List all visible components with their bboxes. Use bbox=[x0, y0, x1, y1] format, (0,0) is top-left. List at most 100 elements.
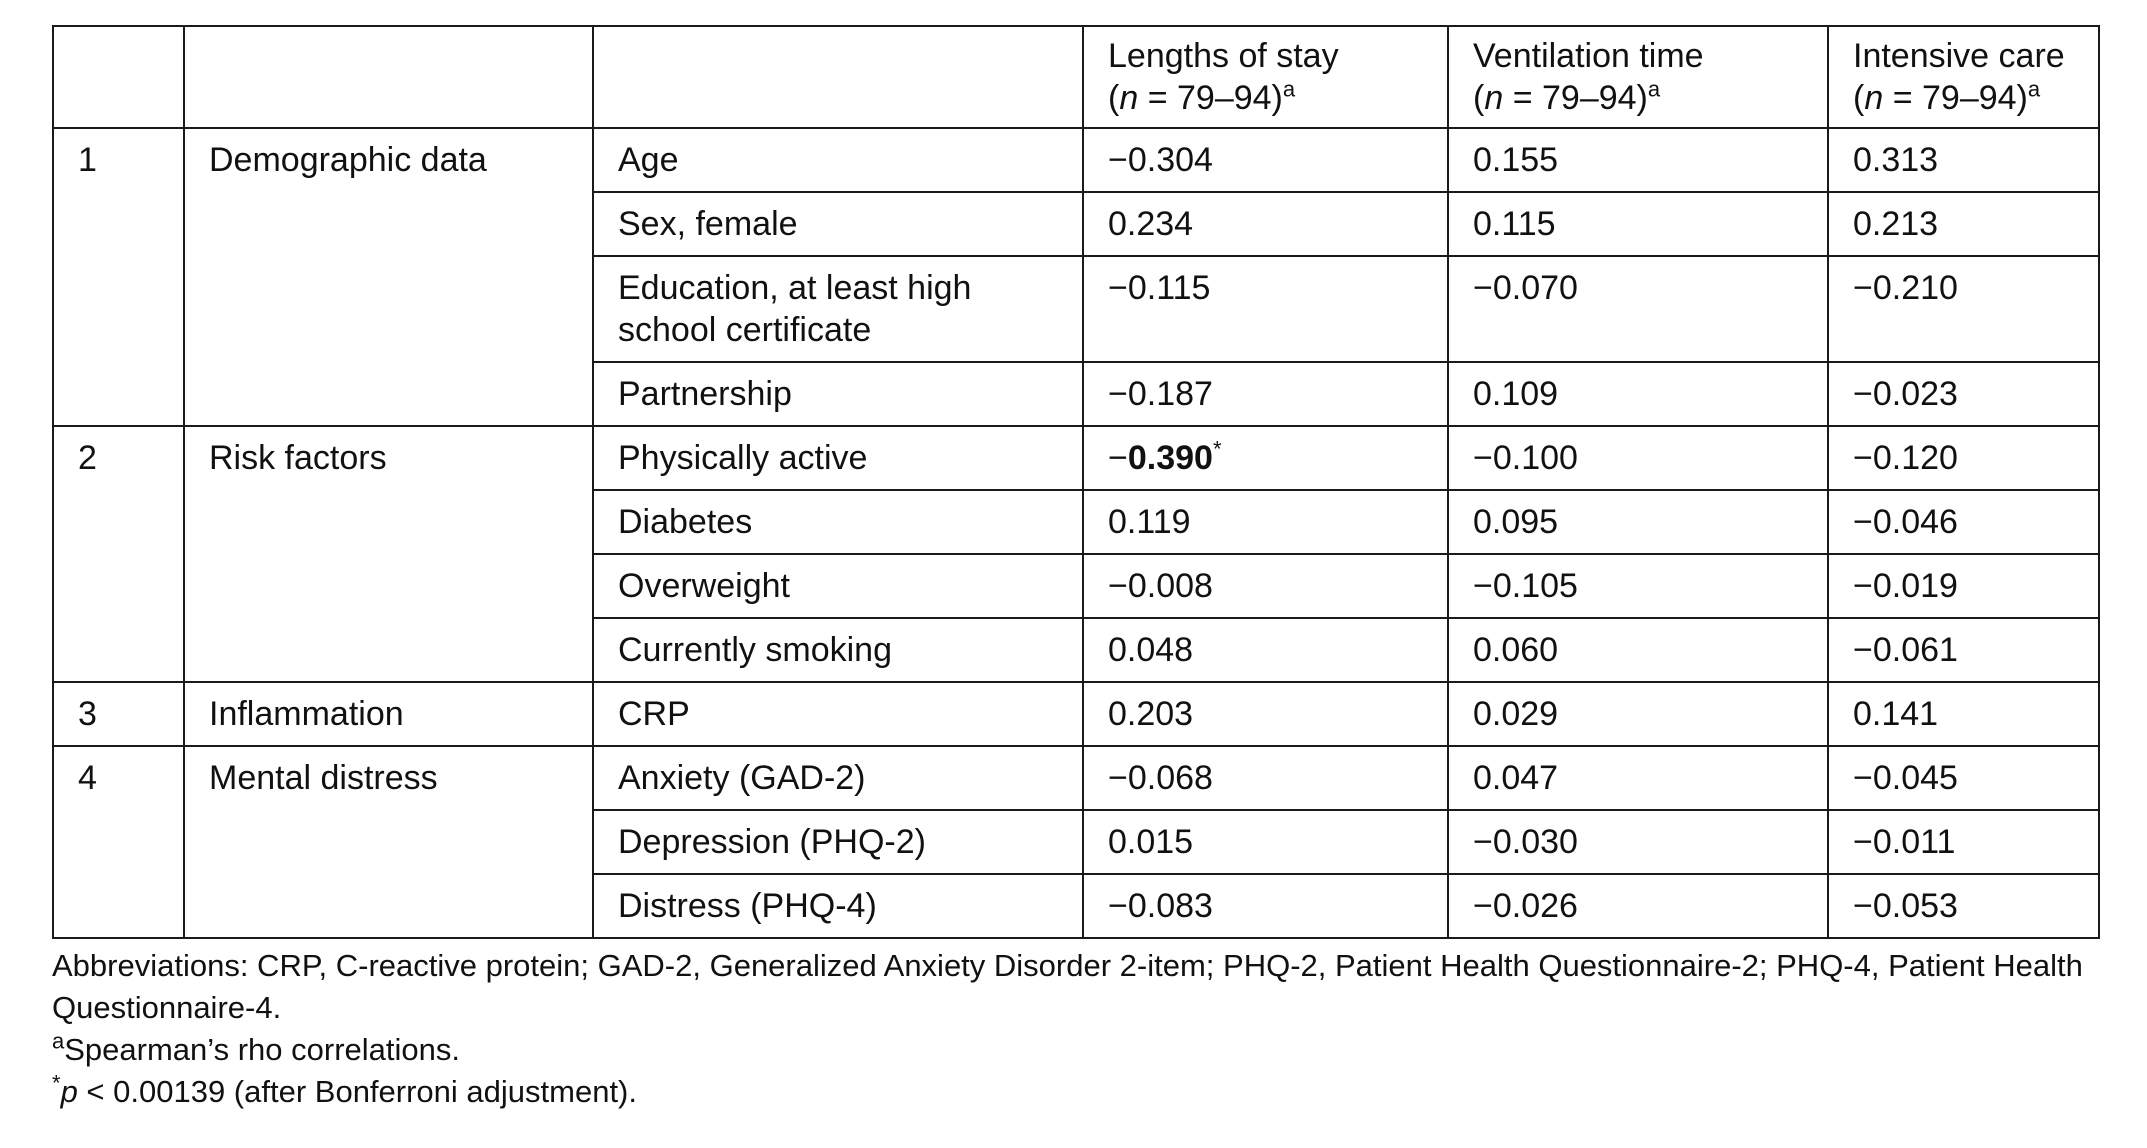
value-cell: 0.029 bbox=[1447, 681, 1829, 747]
group-number: 4 bbox=[52, 745, 185, 939]
value-cell: −0.070 bbox=[1447, 255, 1829, 363]
table-row: Depression (PHQ-2) 0.015 −0.030 −0.011 bbox=[53, 809, 2100, 875]
table-row: Education, at least high school certific… bbox=[53, 255, 2100, 363]
value-cell: −0.304 bbox=[1082, 127, 1449, 193]
value-cell: −0.053 bbox=[1827, 873, 2100, 939]
value-cell: 0.015 bbox=[1082, 809, 1449, 875]
header-n-range: = 79–94) bbox=[1138, 79, 1283, 117]
value-cell: −0.187 bbox=[1082, 361, 1449, 427]
group-number: 2 bbox=[52, 425, 185, 683]
variable-cell: Diabetes bbox=[592, 489, 1084, 555]
table-row: 3 Inflammation CRP 0.203 0.029 0.141 bbox=[52, 681, 2100, 747]
group-label: Demographic data bbox=[183, 127, 594, 427]
header-cell-empty bbox=[52, 25, 185, 129]
table-body: 1 Demographic data Age −0.304 0.155 0.313 Sex,… bbox=[52, 127, 2100, 939]
significant-value: 0.390 bbox=[1127, 439, 1213, 477]
footnote-a: aSpearman’s rho correlations. bbox=[52, 1029, 2112, 1071]
variable-cell: Education, at least high school certific… bbox=[592, 255, 1084, 363]
value-cell: −0.046 bbox=[1827, 489, 2100, 555]
variable-cell: Distress (PHQ-4) bbox=[592, 873, 1084, 939]
footnote-star: *p < 0.00139 (after Bonferroni adjustmen… bbox=[52, 1071, 2112, 1113]
value-cell: −0.210 bbox=[1827, 255, 2100, 363]
variable-cell: Currently smoking bbox=[592, 617, 1084, 683]
value-cell: 0.047 bbox=[1447, 745, 1829, 811]
header-cell-empty bbox=[183, 25, 594, 129]
value-cell: −0.023 bbox=[1827, 361, 2100, 427]
value-cell: −0.068 bbox=[1082, 745, 1449, 811]
header-n: (n = 79–94)a bbox=[1108, 76, 1296, 117]
variable-cell: Physically active bbox=[592, 425, 1084, 491]
significance-mark: * bbox=[1212, 436, 1222, 462]
table-header: Lengths of stay (n = 79–94)a Ventilation t… bbox=[52, 25, 2100, 129]
variable-cell: Sex, female bbox=[592, 191, 1084, 257]
value-cell: 0.234 bbox=[1082, 191, 1449, 257]
group-number: 1 bbox=[52, 127, 185, 427]
group-label: Risk factors bbox=[183, 425, 594, 683]
header-n-var: n bbox=[1864, 79, 1884, 117]
value-cell: −0.120 bbox=[1827, 425, 2100, 491]
header-row: Lengths of stay (n = 79–94)a Ventilation t… bbox=[52, 25, 2100, 129]
value-cell: −0.061 bbox=[1827, 617, 2100, 683]
group-number: 3 bbox=[52, 681, 185, 747]
footnote-star-text: < 0.00139 (after Bonferroni adjustment). bbox=[77, 1074, 637, 1109]
value-cell: −0.115 bbox=[1082, 255, 1449, 363]
header-n-var: n bbox=[1119, 79, 1139, 117]
footnote-star-var: p bbox=[60, 1074, 78, 1109]
value-cell: 0.119 bbox=[1082, 489, 1449, 555]
table-row: Overweight −0.008 −0.105 −0.019 bbox=[53, 553, 2100, 619]
value-cell: 0.109 bbox=[1447, 361, 1829, 427]
value-cell: 0.203 bbox=[1082, 681, 1449, 747]
table-row: 1 Demographic data Age −0.304 0.155 0.313 bbox=[52, 127, 2100, 427]
group-label: Inflammation bbox=[183, 681, 594, 747]
abbreviations-note: Abbreviations: CRP, C-reactive protein; … bbox=[52, 948, 2083, 1025]
header-cell-empty bbox=[592, 25, 1084, 129]
value-cell: 0.155 bbox=[1447, 127, 1829, 193]
variable-cell: Age bbox=[592, 127, 1084, 193]
header-n-var: n bbox=[1484, 79, 1504, 117]
results-table: Lengths of stay (n = 79–94)a Ventilation t… bbox=[52, 25, 2100, 939]
header-footnote-mark: a bbox=[1282, 76, 1296, 102]
table-row: Currently smoking 0.048 0.060 −0.061 bbox=[53, 617, 2100, 683]
variable-cell: Anxiety (GAD-2) bbox=[592, 745, 1084, 811]
table-row: Partnership −0.187 0.109 −0.023 bbox=[53, 361, 2100, 427]
value-cell: −0.083 bbox=[1082, 873, 1449, 939]
table-row: 2 Risk factors Physically active −0.390* −0.… bbox=[52, 425, 2100, 683]
value-cell: −0.105 bbox=[1447, 553, 1829, 619]
value-cell: 0.048 bbox=[1082, 617, 1449, 683]
value-cell: 0.060 bbox=[1447, 617, 1829, 683]
header-n-range: = 79–94) bbox=[1883, 79, 2028, 117]
variable-cell: CRP bbox=[592, 681, 1084, 747]
header-title: Ventilation time bbox=[1473, 37, 1704, 75]
header-title: Lengths of stay bbox=[1108, 37, 1339, 75]
header-cell: Lengths of stay (n = 79–94)a bbox=[1082, 25, 1449, 129]
header-cell: Ventilation time (n = 79–94)a bbox=[1447, 25, 1829, 129]
header-n: (n = 79–94)a bbox=[1473, 76, 1661, 117]
header-footnote-mark: a bbox=[1647, 76, 1661, 102]
footnote-a-text: Spearman’s rho correlations. bbox=[64, 1032, 460, 1067]
value-cell: −0.045 bbox=[1827, 745, 2100, 811]
footnote-a-mark: a bbox=[52, 1028, 65, 1054]
value-cell: −0.008 bbox=[1082, 553, 1449, 619]
value-cell: −0.019 bbox=[1827, 553, 2100, 619]
header-n-range: = 79–94) bbox=[1503, 79, 1648, 117]
value-cell: −0.011 bbox=[1827, 809, 2100, 875]
group-label: Mental distress bbox=[183, 745, 594, 939]
footnote-star-mark: * bbox=[52, 1070, 61, 1096]
header-n: (n = 79–94)a bbox=[1853, 76, 2041, 117]
table-row: 4 Mental distress Anxiety (GAD-2) −0.068 0.0… bbox=[52, 745, 2100, 939]
value-cell: 0.095 bbox=[1447, 489, 1829, 555]
header-title: Intensive care bbox=[1853, 37, 2065, 75]
value-cell: 0.141 bbox=[1827, 681, 2100, 747]
header-cell: Intensive care (n = 79–94)a bbox=[1827, 25, 2100, 129]
value-cell: 0.313 bbox=[1827, 127, 2100, 193]
variable-cell: Depression (PHQ-2) bbox=[592, 809, 1084, 875]
value-cell: −0.026 bbox=[1447, 873, 1829, 939]
variable-cell: Partnership bbox=[592, 361, 1084, 427]
value-cell: 0.213 bbox=[1827, 191, 2100, 257]
table-row: Sex, female 0.234 0.115 0.213 bbox=[53, 191, 2100, 257]
value-cell: −0.100 bbox=[1447, 425, 1829, 491]
value-cell: −0.030 bbox=[1447, 809, 1829, 875]
table-row: Diabetes 0.119 0.095 −0.046 bbox=[53, 489, 2100, 555]
value-cell: 0.115 bbox=[1447, 191, 1829, 257]
